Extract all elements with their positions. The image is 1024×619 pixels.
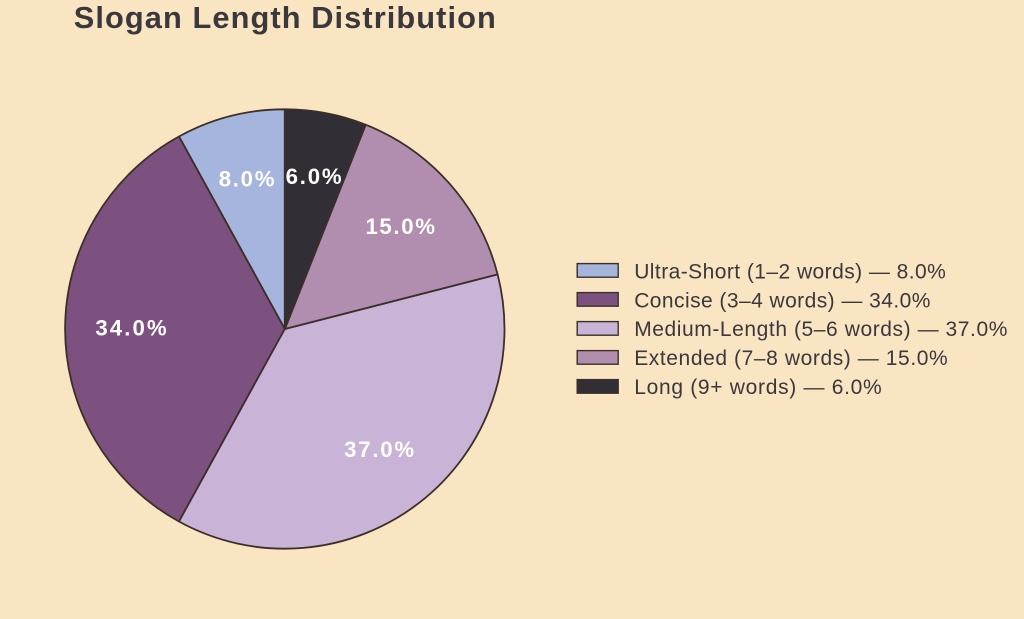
svg-text:6.0%: 6.0%	[286, 164, 342, 189]
svg-text:Concise (3–4 words) — 34.0%: Concise (3–4 words) — 34.0%	[634, 289, 930, 312]
svg-text:Medium-Length (5–6 words) — 37: Medium-Length (5–6 words) — 37.0%	[634, 318, 1007, 341]
svg-text:15.0%: 15.0%	[365, 214, 435, 239]
svg-text:Ultra-Short (1–2 words) — 8.0%: Ultra-Short (1–2 words) — 8.0%	[634, 260, 946, 283]
svg-text:Long (9+ words) — 6.0%: Long (9+ words) — 6.0%	[634, 376, 882, 399]
svg-text:Slogan Length Distribution: Slogan Length Distribution	[74, 0, 496, 35]
svg-text:Extended (7–8 words) — 15.0%: Extended (7–8 words) — 15.0%	[634, 347, 948, 370]
svg-text:8.0%: 8.0%	[219, 166, 275, 191]
